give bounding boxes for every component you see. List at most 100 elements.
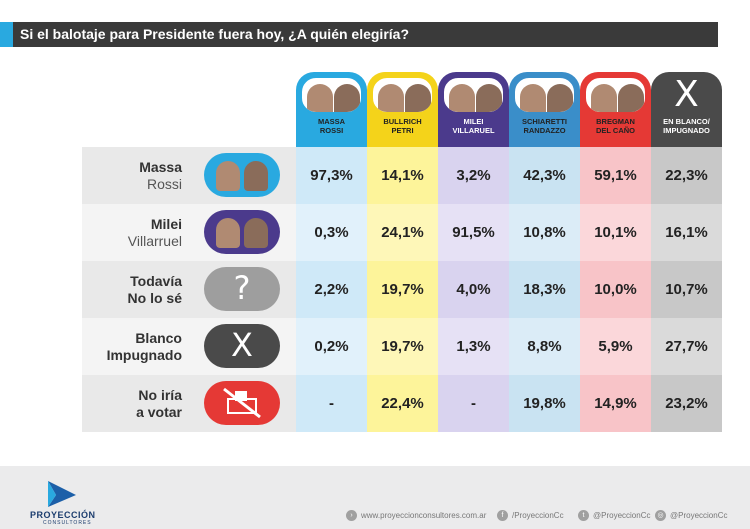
column-label: SCHIARETTI RANDAZZO [509, 117, 580, 135]
value-cell: 19,7% [367, 318, 438, 375]
value-cell: 3,2% [438, 147, 509, 204]
page-title: Si el balotaje para Presidente fuera hoy… [20, 26, 409, 42]
column-label: MASSA ROSSI [296, 117, 367, 135]
column-label-line1: EN BLANCO/ [663, 117, 710, 126]
row-label-line1: No iría [138, 386, 182, 403]
row-label-line2: a votar [136, 403, 182, 420]
row-header: Blanco Impugnado X [82, 318, 296, 375]
value-cell: 97,3% [296, 147, 367, 204]
candidate-photo [378, 84, 404, 112]
row-label: Milei Villarruel [82, 204, 182, 261]
candidate-photo [520, 84, 546, 112]
column-label: BREGMAN DEL CAÑO [580, 117, 651, 135]
website-link[interactable]: › www.proyeccionconsultores.com.ar [346, 508, 486, 522]
column-label: MILEI VILLARUEL [438, 117, 509, 135]
title-bar: Si el balotaje para Presidente fuera hoy… [0, 22, 718, 47]
footer: PROYECCIÓN CONSULTORES › www.proyeccionc… [0, 466, 750, 529]
facebook-icon: f [497, 509, 508, 521]
candidate-photos [300, 76, 363, 114]
candidate-photo [591, 84, 617, 112]
value-cell: 10,0% [580, 261, 651, 318]
twitter-icon: t [578, 509, 589, 521]
value-cell: 27,7% [651, 318, 722, 375]
row-label-line2: Impugnado [106, 346, 182, 363]
row-label-line1: Todavía [130, 272, 182, 289]
candidate-photo [244, 218, 268, 248]
candidate-photos [442, 76, 505, 114]
row-header: Todavía No lo sé? [82, 261, 296, 318]
brand-sub: CONSULTORES [43, 520, 92, 526]
x-icon: X [674, 74, 699, 115]
row-label-line1: Blanco [135, 329, 182, 346]
arrow-right-icon: › [346, 509, 357, 521]
value-cell: 22,4% [367, 375, 438, 432]
column-label-line2: PETRI [391, 126, 414, 135]
column-label-line2: VILLARUEL [452, 126, 495, 135]
candidate-photo [216, 218, 240, 248]
facebook-link[interactable]: f /ProyeccionCc [497, 508, 564, 522]
column-label-line2: IMPUGNADO [663, 126, 710, 135]
value-cell: 24,1% [367, 204, 438, 261]
column-label-line2: RANDAZZO [523, 126, 566, 135]
no-vote-icon [204, 381, 280, 425]
column-header: MASSA ROSSI [296, 72, 367, 147]
value-cell: 10,1% [580, 204, 651, 261]
value-cell: 22,3% [651, 147, 722, 204]
candidate-photos [513, 76, 576, 114]
column-label-line1: BREGMAN [596, 117, 635, 126]
value-cell: 18,3% [509, 261, 580, 318]
column-header: X EN BLANCO/IMPUGNADO [651, 72, 722, 147]
value-cell: 19,8% [509, 375, 580, 432]
value-cell: 14,1% [367, 147, 438, 204]
instagram-link[interactable]: ◎ @ProyeccionCc [655, 508, 727, 522]
row-label: Blanco Impugnado [82, 318, 182, 375]
candidate-photo [405, 84, 431, 112]
value-cell: 23,2% [651, 375, 722, 432]
question-icon: ? [204, 267, 280, 311]
twitter-text: @ProyeccionCc [593, 510, 651, 520]
value-cell: 42,3% [509, 147, 580, 204]
candidate-photo [476, 84, 502, 112]
facebook-text: /ProyeccionCc [512, 510, 564, 520]
twitter-link[interactable]: t @ProyeccionCc [578, 508, 650, 522]
candidate-photo [618, 84, 644, 112]
question-glyph: ? [233, 269, 251, 307]
brand-name: PROYECCIÓN [30, 510, 96, 520]
value-cell: 1,3% [438, 318, 509, 375]
row-label-line1: Massa [139, 158, 182, 175]
value-cell: 19,7% [367, 261, 438, 318]
candidate-photos [584, 76, 647, 114]
row-label-line2: Villarruel [127, 232, 182, 249]
ballot-box-crossed-icon [223, 387, 261, 419]
candidate-photo [547, 84, 573, 112]
row-label: No iría a votar [82, 375, 182, 432]
column-label-line2: ROSSI [319, 126, 344, 135]
candidate-photo [449, 84, 475, 112]
value-cell: 14,9% [580, 375, 651, 432]
value-cell: 91,5% [438, 204, 509, 261]
value-cell: - [438, 375, 509, 432]
value-cell: 10,7% [651, 261, 722, 318]
website-text: www.proyeccionconsultores.com.ar [361, 510, 487, 520]
instagram-text: @ProyeccionCc [670, 510, 728, 520]
value-cell: - [296, 375, 367, 432]
column-header: MILEI VILLARUEL [438, 72, 509, 147]
milei-villarruel-photo [204, 210, 280, 254]
row-label-line1: Milei [150, 215, 182, 232]
column-label-line1: BULLRICH [383, 117, 422, 126]
column-header: SCHIARETTI RANDAZZO [509, 72, 580, 147]
value-cell: 2,2% [296, 261, 367, 318]
column-label-line2: DEL CAÑO [595, 126, 636, 135]
value-cell: 0,3% [296, 204, 367, 261]
x-icon: X [204, 324, 280, 368]
candidate-photo [307, 84, 333, 112]
column-header: BULLRICH PETRI [367, 72, 438, 147]
proyeccion-logo-icon [48, 481, 76, 507]
column-label-line1: MASSA [317, 117, 346, 126]
column-header: BREGMAN DEL CAÑO [580, 72, 651, 147]
row-label-line2: Rossi [146, 175, 182, 192]
candidate-photos [371, 76, 434, 114]
value-cell: 59,1% [580, 147, 651, 204]
value-cell: 16,1% [651, 204, 722, 261]
row-header: Massa Rossi [82, 147, 296, 204]
